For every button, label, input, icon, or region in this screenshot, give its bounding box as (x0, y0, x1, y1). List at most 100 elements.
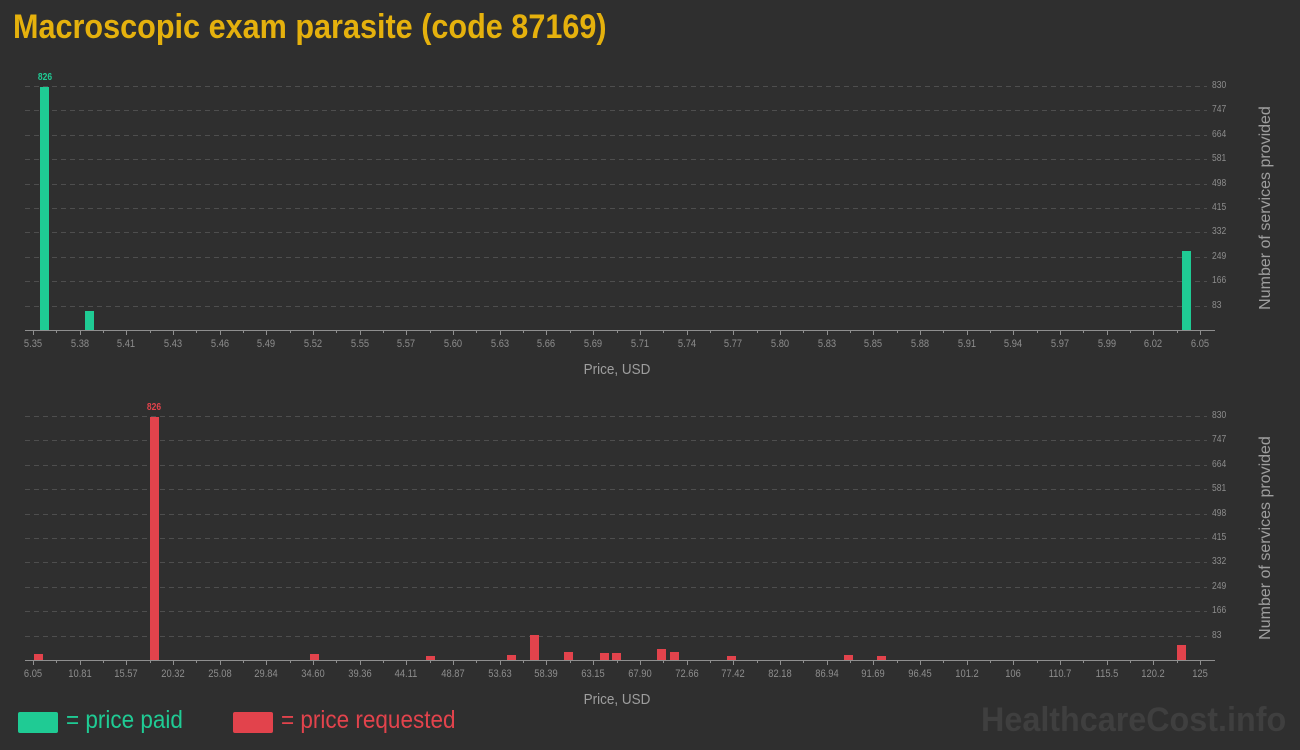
x-minor-tick-mark (1083, 330, 1085, 333)
x-minor-tick-mark (429, 660, 431, 663)
x-minor-tick-mark (1036, 330, 1038, 333)
x-minor-tick-mark (196, 330, 198, 333)
x-tick-mark (593, 330, 595, 335)
x-tick-mark (1200, 660, 1201, 665)
grid-line (25, 134, 1207, 136)
y-tick-label: 415 (1212, 202, 1227, 213)
x-tick-label: 5.88 (910, 338, 930, 350)
x-tick-mark (126, 330, 128, 335)
legend-swatch-requested (233, 712, 273, 733)
bar-requested (310, 653, 320, 660)
x-tick-mark (873, 330, 875, 335)
x-tick-mark (266, 330, 268, 335)
x-minor-tick-mark (383, 660, 385, 663)
x-tick-mark (966, 330, 968, 335)
x-minor-tick-mark (289, 330, 291, 333)
x-tick-label: 5.43 (163, 338, 183, 350)
y-tick-label: 332 (1212, 556, 1227, 568)
grid-line (25, 489, 1207, 491)
x-tick-mark (1059, 660, 1061, 665)
x-tick-label: 5.55 (350, 338, 369, 350)
x-tick-label: 5.49 (257, 338, 276, 350)
y-tick-label: 747 (1212, 104, 1227, 116)
y-tick-label: 415 (1212, 532, 1227, 543)
watermark: HealthcareCost.info (980, 701, 1286, 739)
x-tick-label: 101.2 (954, 668, 979, 680)
y-tick-label: 166 (1212, 605, 1227, 617)
grid-line (25, 440, 1207, 442)
grid-line (25, 110, 1207, 112)
x-tick-mark (173, 660, 175, 665)
x-minor-tick-mark (243, 330, 245, 333)
grid-line (25, 86, 1207, 87)
x-tick-mark (1013, 660, 1015, 665)
bar-requested (530, 635, 540, 660)
x-tick-label: 5.41 (117, 338, 136, 350)
x-tick-label: 6.05 (23, 668, 43, 680)
x-tick-label: 5.69 (584, 338, 603, 350)
x-minor-tick-mark (1083, 660, 1085, 663)
x-minor-tick-mark (569, 660, 571, 663)
x-minor-tick-mark (896, 330, 898, 333)
x-tick-label: 44.11 (395, 668, 418, 680)
x-tick-mark (453, 660, 455, 665)
x-tick-label: 110.7 (1048, 668, 1072, 680)
x-tick-mark (313, 330, 315, 335)
bar-requested (426, 655, 436, 660)
y-axis-title: Number of services provided (1257, 106, 1274, 310)
grid-line (25, 513, 1207, 515)
y-tick-label: 747 (1212, 434, 1227, 446)
x-minor-tick-mark (943, 660, 945, 663)
x-minor-tick-mark (476, 330, 478, 333)
bar-requested (563, 652, 573, 660)
y-tick-label: 332 (1212, 226, 1227, 238)
bar-requested (149, 417, 159, 660)
bar-requested (844, 655, 854, 660)
x-tick-mark (33, 660, 34, 665)
x-tick-mark (966, 660, 968, 665)
x-minor-tick-mark (56, 330, 58, 333)
x-tick-mark (546, 660, 548, 665)
x-tick-label: 5.46 (210, 338, 229, 350)
y-tick-label: 83 (1212, 299, 1222, 311)
x-minor-tick-mark (1129, 660, 1131, 663)
bar-requested (669, 652, 679, 660)
x-tick-label: 53.63 (488, 668, 512, 680)
x-minor-tick-mark (336, 330, 338, 333)
y-tick-label: 166 (1212, 275, 1227, 287)
x-minor-tick-mark (149, 330, 151, 333)
x-tick-label: 10.81 (67, 668, 92, 680)
x-tick-label: 5.63 (490, 338, 509, 350)
bar-value-label: 826 (147, 402, 162, 414)
grid-line (25, 464, 1207, 466)
x-tick-mark (359, 660, 361, 665)
bar-requested (1176, 644, 1186, 660)
x-tick-label: 125 (1192, 668, 1208, 680)
y-tick-label: 498 (1212, 177, 1227, 189)
grid-line (25, 562, 1207, 564)
x-tick-mark (779, 660, 781, 665)
x-tick-label: 5.60 (444, 338, 463, 350)
x-tick-mark (33, 330, 34, 335)
x-tick-label: 5.57 (397, 338, 416, 350)
x-tick-label: 115.5 (1095, 668, 1118, 680)
x-tick-label: 5.77 (724, 338, 743, 350)
x-minor-tick-mark (336, 660, 338, 663)
x-tick-label: 82.18 (768, 668, 792, 680)
x-tick-mark (359, 330, 361, 335)
x-tick-label: 58.39 (534, 668, 559, 680)
x-minor-tick-mark (149, 660, 151, 663)
y-tick-label: 830 (1212, 80, 1227, 91)
x-minor-tick-mark (196, 660, 198, 663)
bar-requested (33, 654, 43, 660)
x-tick-label: 5.52 (303, 338, 323, 350)
chart-price-paid: 83 166 249 332 415 498 581 664 747 830 5.35 5.38 5.4… (0, 58, 1300, 388)
x-tick-label: 5.35 (23, 338, 43, 350)
x-axis-title: Price, USD (583, 361, 650, 378)
x-tick-label: 5.91 (957, 338, 976, 350)
x-tick-label: 29.84 (254, 668, 279, 680)
legend: = price paid = price requested (0, 700, 700, 744)
x-tick-label: 5.74 (677, 338, 696, 350)
x-tick-label: 5.66 (537, 338, 556, 350)
x-tick-mark (1106, 660, 1108, 665)
